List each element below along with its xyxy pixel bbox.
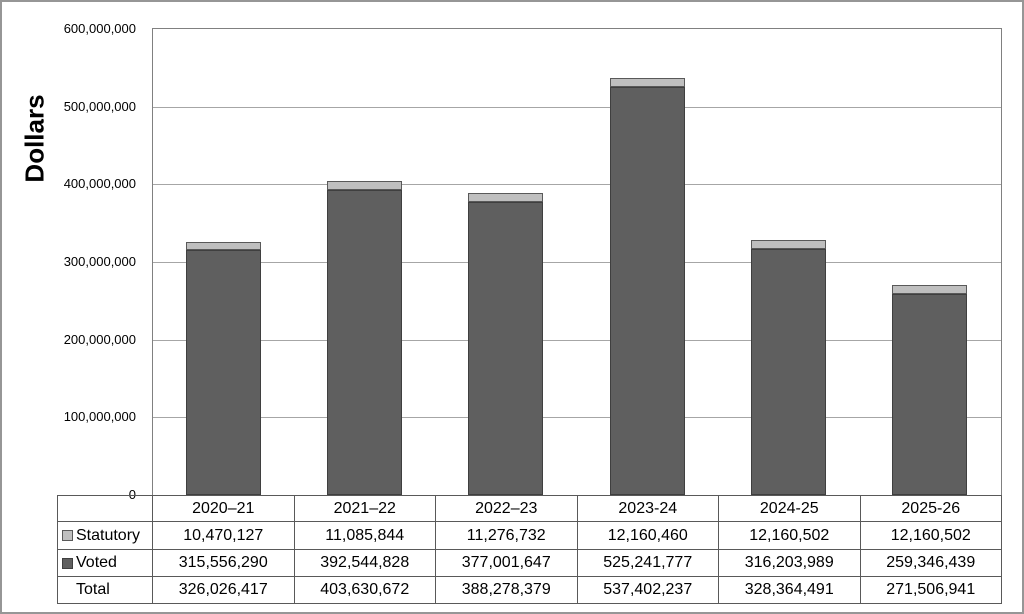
value-cell: 11,085,844: [293, 521, 436, 550]
table-row-voted: Voted 315,556,290 392,544,828 377,001,647 52…: [57, 549, 1002, 577]
value-cell: 10,470,127: [152, 521, 295, 550]
value-cell: 12,160,460: [576, 521, 719, 550]
y-tick-label: 600,000,000: [63, 21, 136, 36]
bar-segment-voted: [186, 250, 261, 495]
year-header-cell: 2020–21: [152, 495, 295, 522]
bar-segment-voted: [610, 87, 685, 495]
table-row-total: Total 326,026,417 403,630,672 388,278,379 53…: [57, 576, 1002, 604]
table-corner-cell: [57, 495, 153, 522]
bar-segment-statutory: [186, 242, 261, 250]
legend-swatch-icon: [62, 530, 73, 541]
year-header-cell: 2023-24: [576, 495, 719, 522]
row-label-cell: Voted: [57, 549, 153, 577]
y-tick-label: 500,000,000: [63, 99, 136, 114]
value-cell: 12,160,502: [859, 521, 1002, 550]
y-axis-title: Dollars: [14, 36, 56, 240]
year-header-row: 2020–21 2021–22 2022–23 2023-24 2024-25 2025-…: [57, 495, 1002, 522]
value-cell: 392,544,828: [293, 549, 436, 577]
y-tick-label: 0: [128, 487, 136, 502]
legend-swatch-icon: [62, 557, 73, 569]
value-cell: 259,346,439: [859, 549, 1002, 577]
value-cell: 316,203,989: [718, 549, 861, 577]
y-tick-label: 300,000,000: [63, 254, 136, 269]
value-cell: 388,278,379: [435, 576, 578, 604]
value-cell: 11,276,732: [435, 521, 578, 550]
data-table: 2020–21 2021–22 2022–23 2023-24 2024-25 2025-…: [57, 495, 1002, 604]
gridline: [153, 417, 1001, 418]
bar-2023-24: [610, 78, 685, 495]
data-table-body: 2020–21 2021–22 2022–23 2023-24 2024-25 2025-…: [57, 495, 1002, 604]
value-cell: 328,364,491: [718, 576, 861, 604]
legend-entry: Statutory: [59, 526, 152, 545]
row-label: Statutory: [76, 526, 141, 544]
bar-segment-statutory: [468, 193, 543, 202]
bar-segment-statutory: [892, 285, 967, 294]
gridline: [153, 340, 1001, 341]
year-header-cell: 2021–22: [293, 495, 436, 522]
bar-segment-statutory: [751, 240, 826, 249]
legend-entry: Voted: [59, 554, 152, 572]
row-label-cell: Statutory: [57, 521, 153, 550]
gridline: [153, 184, 1001, 185]
bar-2021–22: [327, 181, 402, 495]
bar-segment-voted: [892, 294, 967, 495]
gridline: [153, 262, 1001, 263]
year-header-cell: 2025-26: [859, 495, 1002, 522]
value-cell: 403,630,672: [293, 576, 436, 604]
bar-segment-statutory: [327, 181, 402, 190]
value-cell: 537,402,237: [576, 576, 719, 604]
value-cell: 12,160,502: [718, 521, 861, 550]
value-cell: 525,241,777: [576, 549, 719, 577]
year-header-cell: 2024-25: [718, 495, 861, 522]
table-row-statutory: Statutory 10,470,127 11,085,844 11,276,732 1…: [57, 521, 1002, 550]
bar-2022–23: [468, 193, 543, 495]
bar-segment-voted: [327, 190, 402, 495]
value-cell: 315,556,290: [152, 549, 295, 577]
y-tick-label: 100,000,000: [63, 409, 136, 424]
bar-segment-voted: [468, 202, 543, 495]
bar-2025-26: [892, 285, 967, 495]
value-cell: 377,001,647: [435, 549, 578, 577]
year-header-cell: 2022–23: [435, 495, 578, 522]
row-label: Voted: [76, 554, 117, 571]
bar-segment-statutory: [610, 78, 685, 87]
y-tick-label: 400,000,000: [63, 176, 136, 191]
value-cell: 271,506,941: [859, 576, 1002, 604]
data-table-wrap: 2020–21 2021–22 2022–23 2023-24 2024-25 2025-…: [57, 495, 1002, 604]
bar-2020–21: [186, 242, 261, 495]
y-tick-label: 200,000,000: [63, 332, 136, 347]
bar-segment-voted: [751, 249, 826, 495]
row-label: Total: [76, 581, 110, 598]
value-cell: 326,026,417: [152, 576, 295, 604]
legend-entry: Total: [59, 581, 152, 599]
bar-2024-25: [751, 240, 826, 495]
gridline: [153, 107, 1001, 108]
row-label-cell: Total: [57, 576, 153, 604]
plot-area: [152, 28, 1002, 496]
